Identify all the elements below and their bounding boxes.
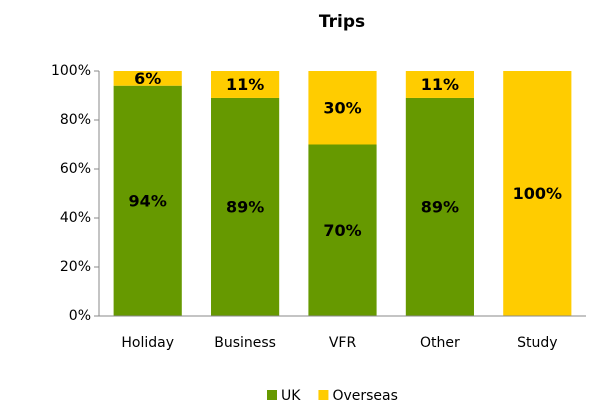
y-tick-label: 80% bbox=[60, 112, 91, 128]
y-tick-label: 0% bbox=[69, 308, 91, 324]
value-label: 89% bbox=[421, 197, 459, 216]
bar-segment bbox=[211, 71, 280, 98]
y-tick-label: 60% bbox=[60, 161, 91, 177]
x-tick-label: Business bbox=[214, 335, 276, 351]
value-label: 89% bbox=[226, 197, 264, 216]
legend-label: UK bbox=[281, 388, 301, 404]
x-tick-label: VFR bbox=[329, 335, 357, 351]
value-label: 11% bbox=[226, 75, 264, 94]
bar-segment bbox=[308, 71, 377, 145]
chart-title: Trips bbox=[319, 12, 365, 32]
legend-swatch bbox=[318, 390, 329, 400]
bar-segment bbox=[113, 71, 182, 86]
bar-segment bbox=[405, 97, 474, 316]
bar-segment bbox=[113, 85, 182, 316]
value-label: 11% bbox=[421, 75, 459, 94]
y-tick-label: 40% bbox=[60, 210, 91, 226]
bar-segment bbox=[308, 144, 377, 316]
legend-label: Overseas bbox=[332, 388, 397, 404]
legend-swatch bbox=[267, 390, 277, 400]
value-label: 94% bbox=[129, 191, 167, 210]
value-label: 6% bbox=[134, 69, 161, 88]
x-tick-label: Holiday bbox=[121, 335, 174, 351]
x-tick-label: Study bbox=[517, 335, 557, 351]
y-tick-label: 20% bbox=[60, 259, 91, 275]
bar-segment bbox=[405, 71, 474, 98]
y-tick-label: 100% bbox=[51, 63, 91, 79]
x-tick-label: Other bbox=[420, 335, 460, 351]
value-label: 30% bbox=[323, 98, 361, 117]
value-label: 100% bbox=[513, 184, 562, 203]
bar-segment bbox=[503, 71, 572, 316]
bar-segment bbox=[211, 97, 280, 316]
value-label: 70% bbox=[323, 221, 361, 240]
